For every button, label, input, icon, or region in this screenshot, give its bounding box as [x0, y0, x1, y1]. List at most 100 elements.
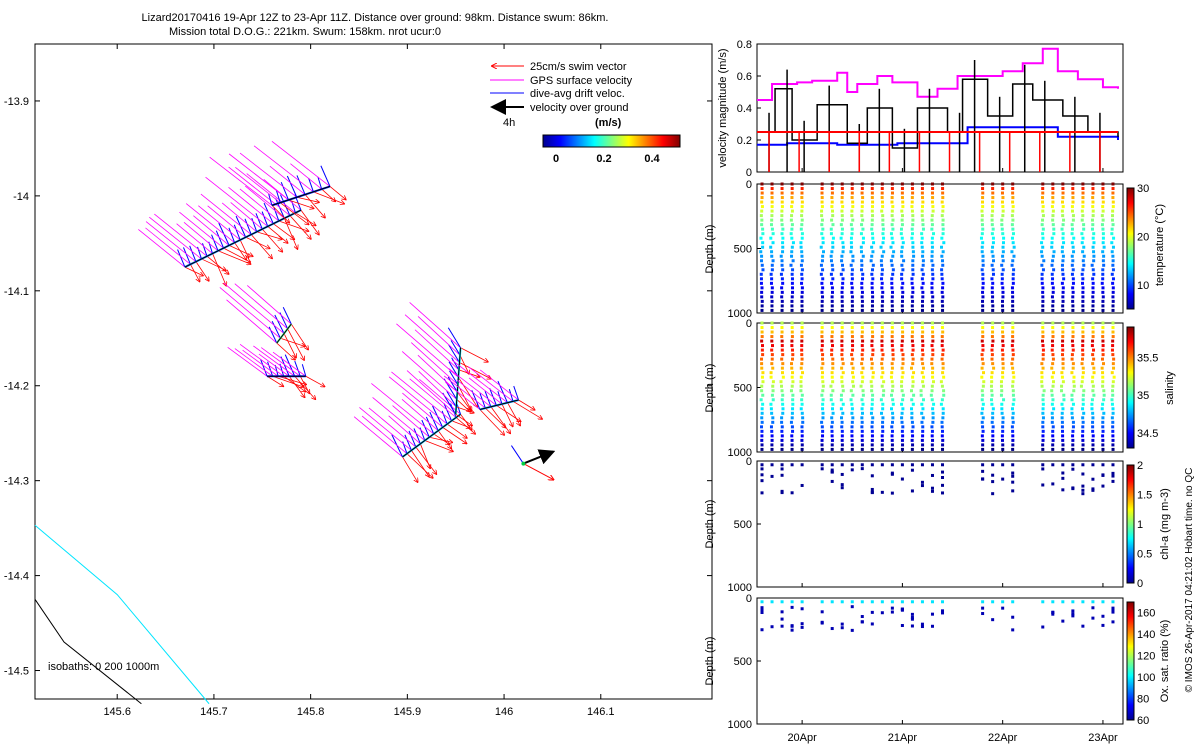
profile-point — [920, 622, 924, 626]
profile-point — [1041, 600, 1045, 604]
gps-velocity-vector — [149, 216, 202, 260]
profile-point — [920, 447, 924, 451]
profile-point — [1051, 443, 1055, 447]
profile-point — [1092, 366, 1096, 370]
profile-point — [820, 290, 824, 294]
profile-point — [851, 205, 855, 209]
profile-point — [1061, 380, 1065, 384]
profile-point — [770, 268, 774, 272]
profile-point — [851, 393, 855, 397]
profile-point — [819, 245, 823, 249]
gps-velocity-vector — [253, 145, 314, 193]
profile-point — [860, 259, 864, 263]
profile-point — [780, 357, 784, 361]
profile-point — [1011, 196, 1015, 200]
glider-position — [521, 461, 526, 466]
profile-point — [779, 254, 783, 258]
profile-point — [870, 330, 874, 334]
profile-point — [880, 209, 884, 213]
profile-point — [1090, 263, 1094, 267]
profile-point — [911, 263, 915, 267]
profile-point — [1111, 353, 1115, 357]
profile-point — [770, 438, 774, 442]
profile-point — [860, 290, 864, 294]
profile-point — [890, 491, 894, 495]
profile-point — [980, 411, 984, 415]
profile-point — [901, 434, 905, 438]
profile-point — [1001, 259, 1005, 263]
profile-point — [1091, 335, 1095, 339]
profile-point — [920, 299, 924, 303]
profile-point — [1040, 281, 1044, 285]
profile-point — [911, 434, 915, 438]
profile-point — [830, 299, 834, 303]
profile-point — [800, 330, 804, 334]
profile-point — [1061, 619, 1065, 623]
profile-point — [910, 321, 914, 325]
profile-point — [840, 472, 844, 476]
profile-point — [1111, 608, 1115, 612]
depth-ytick-label: 500 — [734, 383, 752, 395]
profile-point — [861, 375, 865, 379]
profile-point — [821, 389, 825, 393]
profile-point — [1091, 384, 1095, 388]
profile-point — [980, 218, 984, 222]
profile-point — [931, 326, 935, 330]
profile-point — [860, 353, 864, 357]
profile-point — [800, 447, 804, 451]
profile-point — [830, 330, 834, 334]
gps-velocity-vector — [145, 227, 191, 265]
profile-point — [760, 290, 764, 294]
profile-point — [1091, 321, 1095, 325]
profile-point — [861, 254, 865, 258]
gps-velocity-vector — [456, 379, 492, 408]
profile-point — [1081, 268, 1085, 272]
profile-point — [820, 191, 824, 195]
swim-vector — [267, 226, 288, 243]
profile-point — [789, 420, 793, 424]
profile-point — [991, 308, 995, 312]
profile-point — [1061, 182, 1065, 186]
profile-point — [1102, 254, 1106, 258]
profile-point — [881, 205, 885, 209]
profile-point — [830, 443, 834, 447]
drift-velocity-vector — [268, 193, 273, 206]
profile-point — [1101, 416, 1105, 420]
drift-velocity-vector — [215, 230, 225, 249]
profile-point — [851, 366, 855, 370]
profile-point — [981, 286, 985, 290]
profile-point — [1061, 254, 1065, 258]
profile-point — [760, 389, 764, 393]
profile-point — [1092, 259, 1096, 263]
drift-velocity-vector — [296, 175, 306, 195]
profile-point — [1082, 245, 1086, 249]
profile-point — [800, 398, 804, 402]
profile-point — [860, 200, 864, 204]
profile-point — [859, 250, 863, 254]
swim-vector — [239, 239, 248, 258]
title-line-1: Lizard20170416 19-Apr 12Z to 23-Apr 11Z.… — [142, 12, 609, 24]
profile-point — [761, 232, 765, 236]
drift-velocity-vector — [429, 411, 439, 431]
profile-point — [930, 489, 934, 493]
profile-point — [1000, 191, 1004, 195]
profile-point — [939, 402, 943, 406]
profile-point — [1071, 187, 1075, 191]
profile-point — [800, 200, 804, 204]
profile-point — [1011, 628, 1015, 632]
profile-point — [821, 236, 825, 240]
profile-point — [769, 375, 773, 379]
profile-point — [830, 463, 834, 467]
profile-point — [860, 615, 864, 619]
swim-vector — [455, 413, 472, 425]
profile-point — [911, 344, 915, 348]
profile-point — [1091, 375, 1095, 379]
profile-point — [860, 326, 864, 330]
profile-point — [770, 304, 774, 308]
profile-point — [911, 357, 915, 361]
profile-point — [1111, 389, 1115, 393]
profile-point — [1001, 371, 1005, 375]
profile-point — [1082, 223, 1086, 227]
profile-point — [850, 281, 854, 285]
profile-point — [1041, 393, 1045, 397]
